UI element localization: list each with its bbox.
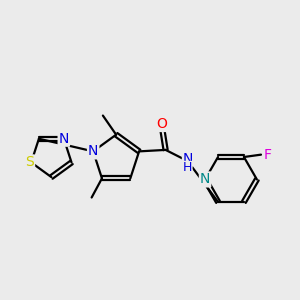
Text: N: N bbox=[200, 172, 210, 186]
Text: O: O bbox=[157, 117, 167, 131]
Text: N: N bbox=[58, 132, 69, 146]
Text: N: N bbox=[182, 152, 193, 166]
Text: F: F bbox=[263, 148, 272, 162]
Text: H: H bbox=[183, 161, 192, 174]
Text: S: S bbox=[26, 155, 34, 170]
Text: N: N bbox=[88, 144, 98, 158]
